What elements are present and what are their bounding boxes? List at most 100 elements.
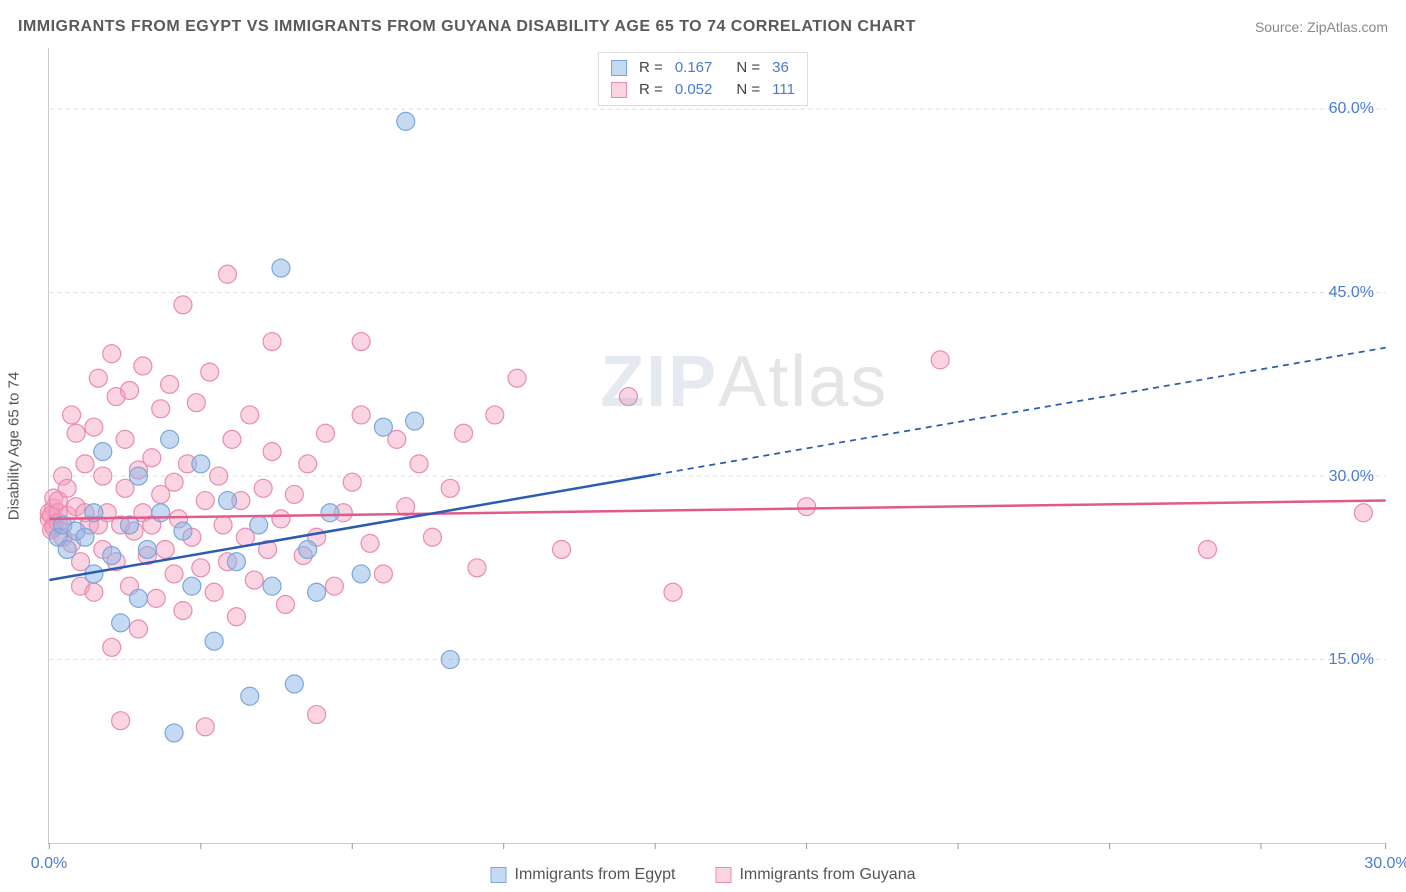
- legend-swatch: [715, 867, 731, 883]
- data-point: [254, 479, 272, 497]
- data-point: [406, 412, 424, 430]
- data-point: [161, 375, 179, 393]
- data-point: [112, 712, 130, 730]
- y-tick-label: 15.0%: [1329, 651, 1374, 669]
- data-point: [798, 498, 816, 516]
- data-point: [183, 577, 201, 595]
- data-point: [134, 357, 152, 375]
- data-point: [214, 516, 232, 534]
- data-point: [664, 583, 682, 601]
- data-point: [397, 112, 415, 130]
- data-point: [219, 492, 237, 510]
- data-point: [196, 492, 214, 510]
- data-point: [299, 455, 317, 473]
- data-point: [263, 577, 281, 595]
- data-point: [223, 430, 241, 448]
- data-point: [317, 424, 335, 442]
- data-point: [441, 479, 459, 497]
- data-point: [76, 528, 94, 546]
- data-point: [165, 473, 183, 491]
- data-point: [147, 589, 165, 607]
- legend-correlation-row: R = 0.167 N = 36: [611, 57, 795, 79]
- data-point: [103, 345, 121, 363]
- data-point: [103, 547, 121, 565]
- data-point: [58, 479, 76, 497]
- data-point: [174, 522, 192, 540]
- data-point: [85, 418, 103, 436]
- data-point: [116, 430, 134, 448]
- title-bar: IMMIGRANTS FROM EGYPT VS IMMIGRANTS FROM…: [18, 18, 1388, 36]
- data-point: [374, 565, 392, 583]
- r-value: 0.052: [675, 79, 713, 101]
- data-point: [76, 455, 94, 473]
- data-point: [352, 565, 370, 583]
- y-tick-label: 60.0%: [1329, 100, 1374, 118]
- data-point: [174, 602, 192, 620]
- data-point: [165, 565, 183, 583]
- data-point: [308, 583, 326, 601]
- data-point: [276, 596, 294, 614]
- data-point: [241, 406, 259, 424]
- data-point: [187, 394, 205, 412]
- legend-swatch: [491, 867, 507, 883]
- data-point: [129, 589, 147, 607]
- data-point: [227, 553, 245, 571]
- n-label: N =: [736, 57, 760, 79]
- data-point: [263, 443, 281, 461]
- chart-title: IMMIGRANTS FROM EGYPT VS IMMIGRANTS FROM…: [18, 18, 916, 36]
- legend-series-item: Immigrants from Guyana: [715, 866, 915, 884]
- n-value: 111: [772, 79, 795, 101]
- legend-swatch: [611, 82, 627, 98]
- data-point: [374, 418, 392, 436]
- data-point: [486, 406, 504, 424]
- legend-series: Immigrants from Egypt Immigrants from Guy…: [491, 866, 916, 884]
- r-value: 0.167: [675, 57, 713, 79]
- data-point: [423, 528, 441, 546]
- legend-swatch: [611, 60, 627, 76]
- data-point: [455, 424, 473, 442]
- data-point: [241, 687, 259, 705]
- data-point: [352, 333, 370, 351]
- data-point: [58, 540, 76, 558]
- r-label: R =: [639, 57, 663, 79]
- data-point: [161, 430, 179, 448]
- data-point: [227, 608, 245, 626]
- y-axis-label: Disability Age 65 to 74: [6, 372, 23, 520]
- data-point: [156, 540, 174, 558]
- data-point: [931, 351, 949, 369]
- chart-area: ZIPAtlas 15.0%30.0%45.0%60.0%0.0%30.0%: [48, 48, 1386, 844]
- y-tick-label: 45.0%: [1329, 284, 1374, 302]
- data-point: [285, 675, 303, 693]
- data-point: [210, 467, 228, 485]
- data-point: [94, 443, 112, 461]
- n-value: 36: [772, 57, 789, 79]
- data-point: [285, 485, 303, 503]
- data-point: [129, 467, 147, 485]
- data-point: [85, 583, 103, 601]
- data-point: [205, 583, 223, 601]
- r-label: R =: [639, 79, 663, 101]
- data-point: [89, 369, 107, 387]
- data-point: [553, 540, 571, 558]
- data-point: [192, 455, 210, 473]
- data-point: [1198, 540, 1216, 558]
- data-point: [410, 455, 428, 473]
- data-point: [325, 577, 343, 595]
- legend-series-label: Immigrants from Egypt: [515, 866, 676, 884]
- data-point: [343, 473, 361, 491]
- data-point: [441, 651, 459, 669]
- data-point: [1354, 504, 1372, 522]
- data-point: [272, 510, 290, 528]
- data-point: [468, 559, 486, 577]
- x-tick-label: 30.0%: [1364, 855, 1406, 873]
- data-point: [138, 540, 156, 558]
- data-point: [174, 296, 192, 314]
- data-point: [196, 718, 214, 736]
- data-point: [152, 400, 170, 418]
- data-point: [192, 559, 210, 577]
- legend-correlation: R = 0.167 N = 36R = 0.052 N = 111: [598, 52, 808, 106]
- data-point: [165, 724, 183, 742]
- data-point: [299, 540, 317, 558]
- legend-correlation-row: R =0.052N =111: [611, 79, 795, 101]
- legend-series-label: Immigrants from Guyana: [739, 866, 915, 884]
